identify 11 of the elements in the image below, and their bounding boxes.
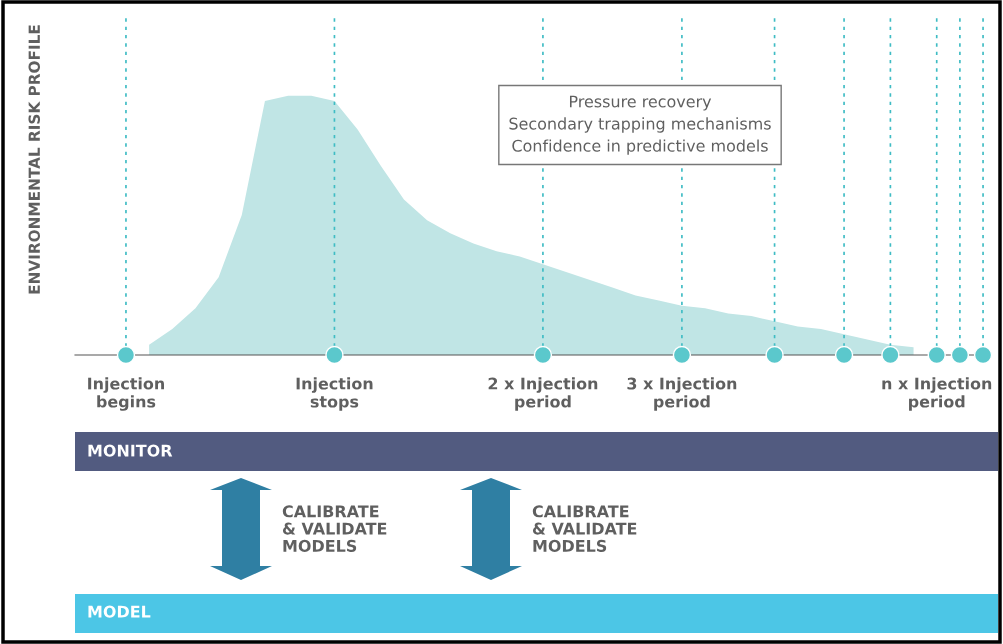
text: MONITOR: [88, 444, 173, 457]
annotation: Pressure recovery Secondary trapping mechanisms Confidence in predictive models: [509, 95, 771, 155]
y-axis-title: ENVIRONMENTAL RISK PROFILE: [28, 25, 41, 294]
x-tick-label: 2 x Injection period: [488, 377, 598, 411]
text: CALIBRATE & VALIDATE MODELS: [532, 505, 637, 552]
x-tick-label: 3 x Injection period: [627, 377, 737, 411]
x-tick-label: Injection stops: [296, 377, 373, 411]
text: CALIBRATE & VALIDATE MODELS: [282, 505, 387, 552]
text: MODEL: [88, 605, 151, 618]
x-tick-label: Injection begins: [88, 377, 164, 411]
x-tick-label: n x Injection period: [882, 377, 992, 411]
